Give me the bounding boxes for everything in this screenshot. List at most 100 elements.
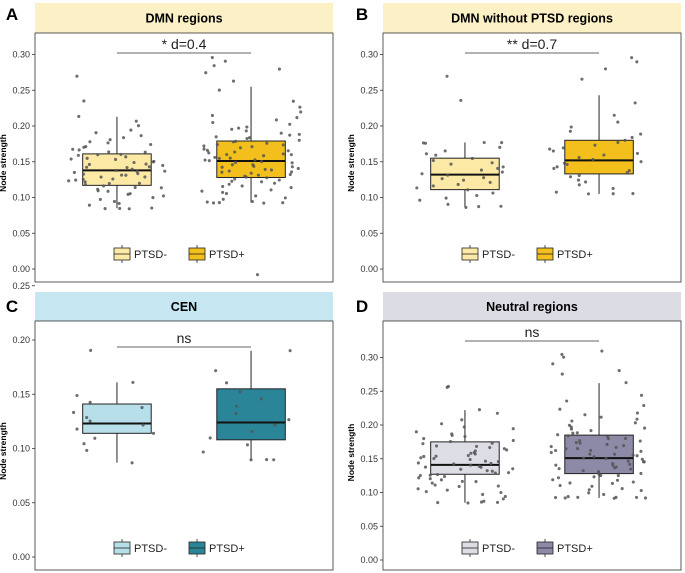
data-point	[140, 406, 144, 410]
data-point	[299, 110, 303, 114]
data-point	[265, 176, 269, 180]
data-point	[202, 147, 206, 151]
data-point	[496, 484, 500, 488]
data-point	[503, 494, 507, 498]
data-point	[612, 113, 616, 117]
data-point	[556, 476, 561, 480]
data-point	[129, 128, 133, 132]
data-point	[288, 133, 292, 137]
data-point	[580, 77, 584, 81]
data-point	[99, 175, 103, 179]
data-point	[131, 380, 135, 384]
legend-label: PTSD+	[209, 249, 245, 261]
data-point	[442, 474, 447, 479]
data-point	[633, 101, 637, 105]
data-point	[630, 135, 634, 140]
data-point	[549, 451, 553, 455]
data-point	[620, 487, 624, 491]
data-point	[495, 411, 499, 415]
data-point	[564, 447, 568, 451]
data-point	[490, 469, 494, 473]
data-point	[227, 169, 231, 173]
data-point	[255, 273, 260, 277]
legend-label: PTSD-	[134, 249, 167, 261]
data-point	[250, 145, 254, 149]
data-point	[569, 175, 573, 179]
data-point	[586, 192, 591, 196]
data-point	[452, 462, 456, 466]
data-point	[421, 442, 425, 446]
data-point	[511, 467, 515, 471]
data-point	[496, 166, 500, 170]
data-point	[428, 473, 432, 477]
data-point	[639, 449, 643, 453]
y-tick-label: 0.00	[12, 552, 30, 562]
data-point	[466, 453, 470, 458]
data-point	[72, 170, 76, 174]
panel-letter: C	[6, 297, 18, 316]
data-point	[551, 362, 555, 366]
data-point	[279, 131, 283, 135]
data-point	[571, 431, 575, 435]
data-point	[235, 404, 239, 408]
data-point	[72, 410, 76, 414]
data-point	[450, 432, 454, 436]
data-point	[161, 194, 166, 198]
data-point	[288, 349, 292, 353]
data-point	[613, 452, 617, 456]
data-point	[143, 175, 147, 179]
data-point	[583, 413, 587, 417]
data-point	[83, 180, 87, 184]
data-point	[149, 142, 153, 147]
panel-title: Neutral regions	[486, 300, 578, 314]
box-iqr	[430, 441, 500, 475]
data-point	[468, 458, 472, 462]
data-point	[440, 177, 444, 181]
data-point	[639, 393, 644, 397]
data-point	[214, 135, 218, 139]
data-point	[600, 349, 604, 353]
data-point	[477, 464, 481, 468]
legend-label: PTSD-	[134, 543, 167, 555]
data-point	[143, 150, 147, 154]
data-point	[274, 118, 278, 122]
data-point	[77, 114, 81, 119]
y-tick-label: 0.05	[12, 498, 30, 508]
data-point	[591, 158, 595, 162]
data-point	[460, 418, 464, 422]
legend: PTSD- PTSD+	[113, 245, 245, 263]
data-point	[482, 176, 486, 180]
data-point	[433, 483, 437, 487]
data-point	[446, 173, 450, 177]
y-tick-label: 0.25	[12, 85, 30, 95]
data-point	[132, 160, 136, 165]
panel-c: CEN C 0.00 0.05 0.10 0.15 0.20 0.25 Node strengt…	[0, 273, 334, 571]
box-iqr	[82, 403, 152, 434]
data-point	[230, 127, 234, 131]
data-point	[569, 125, 573, 129]
data-point	[106, 141, 110, 145]
data-point	[568, 129, 572, 133]
data-point	[75, 393, 79, 398]
legend-label: PTSD+	[557, 249, 593, 261]
panel-letter: A	[6, 5, 18, 24]
data-point	[605, 442, 609, 446]
data-point	[635, 151, 640, 155]
data-point	[128, 192, 132, 196]
data-point	[628, 462, 632, 466]
data-point	[436, 501, 440, 505]
data-point	[587, 488, 591, 492]
data-point	[555, 165, 559, 169]
data-point	[577, 183, 581, 187]
data-point	[423, 465, 428, 469]
data-point	[633, 421, 637, 425]
data-point	[212, 64, 216, 68]
data-point	[81, 177, 85, 181]
data-point	[102, 184, 106, 188]
data-point	[500, 141, 504, 145]
data-point	[136, 124, 141, 128]
data-point	[417, 476, 421, 480]
y-tick-label: 0.10	[360, 193, 378, 203]
data-point	[87, 203, 91, 207]
y-tick-label: 0.15	[360, 157, 378, 167]
